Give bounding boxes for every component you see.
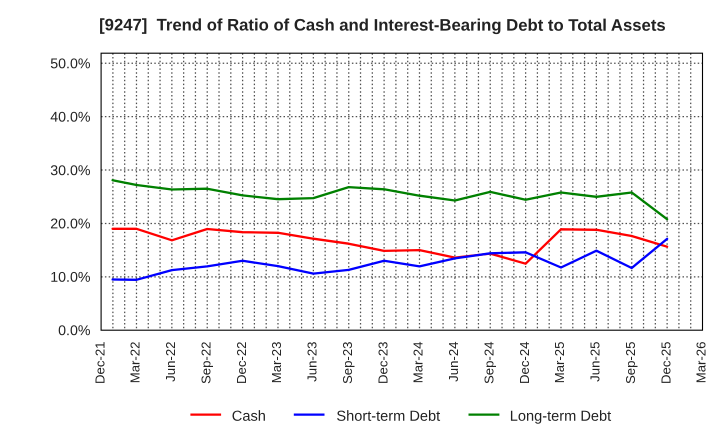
svg-text:Jun-25: Jun-25 — [588, 342, 603, 382]
svg-text:0.0%: 0.0% — [58, 323, 91, 339]
svg-text:40.0%: 40.0% — [50, 110, 91, 126]
svg-text:20.0%: 20.0% — [50, 216, 91, 232]
svg-text:Cash: Cash — [232, 409, 266, 425]
svg-text:Dec-21: Dec-21 — [92, 342, 107, 385]
svg-text:Dec-22: Dec-22 — [234, 342, 249, 385]
svg-text:50.0%: 50.0% — [50, 56, 91, 72]
svg-text:Sep-22: Sep-22 — [198, 342, 213, 385]
svg-text:Sep-25: Sep-25 — [623, 342, 638, 385]
svg-text:10.0%: 10.0% — [50, 270, 91, 286]
svg-text:Mar-24: Mar-24 — [411, 342, 426, 384]
svg-text:Dec-23: Dec-23 — [375, 342, 390, 385]
svg-text:Mar-25: Mar-25 — [552, 342, 567, 384]
svg-text:Mar-26: Mar-26 — [694, 342, 709, 384]
svg-text:Mar-22: Mar-22 — [128, 342, 143, 384]
svg-text:Jun-24: Jun-24 — [446, 342, 461, 382]
svg-text:Long-term Debt: Long-term Debt — [510, 409, 611, 425]
svg-text:Jun-23: Jun-23 — [305, 342, 320, 382]
svg-text:Dec-25: Dec-25 — [658, 342, 673, 385]
svg-text:30.0%: 30.0% — [50, 163, 91, 179]
svg-text:[9247] Trend of Ratio of Cash: [9247] Trend of Ratio of Cash and Intere… — [99, 15, 666, 34]
svg-text:Dec-24: Dec-24 — [517, 342, 532, 385]
svg-text:Short-term Debt: Short-term Debt — [336, 409, 440, 425]
svg-text:Sep-24: Sep-24 — [481, 342, 496, 385]
svg-text:Mar-23: Mar-23 — [269, 342, 284, 384]
svg-text:Sep-23: Sep-23 — [340, 342, 355, 385]
svg-text:Jun-22: Jun-22 — [163, 342, 178, 382]
